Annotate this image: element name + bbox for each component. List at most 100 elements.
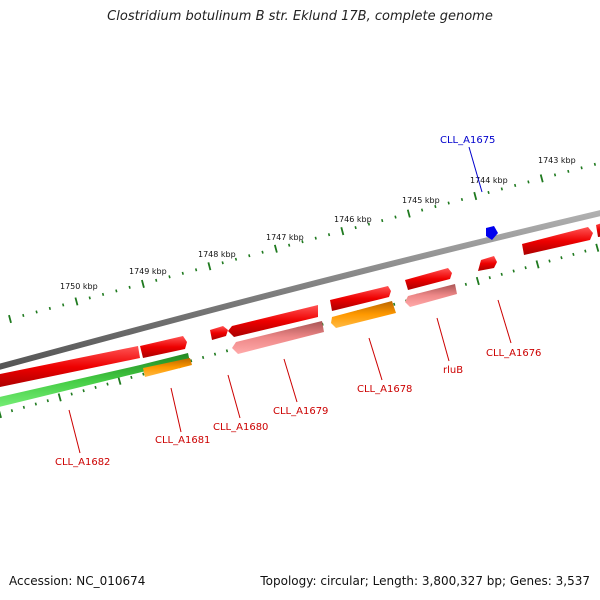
scale-label: 1746 kbp — [334, 215, 372, 224]
scale-tick — [475, 276, 480, 286]
scale-tick — [288, 243, 291, 247]
scale-label: 1744 kbp — [470, 176, 508, 185]
gene-cll-a1675[interactable] — [486, 226, 498, 240]
scale-tick — [82, 389, 85, 393]
gene-cll-a1681[interactable] — [143, 358, 192, 377]
scale-tick — [593, 162, 597, 166]
gene-cll-a1680[interactable] — [210, 326, 228, 340]
gene-cll-a1682-green[interactable] — [0, 353, 190, 408]
scale-tick — [168, 275, 171, 279]
gene-cll-a1676[interactable] — [478, 256, 497, 271]
scale-tick — [117, 376, 122, 385]
gene-cll-a1680-rev[interactable] — [232, 321, 324, 354]
gene-label-cll-a1681[interactable]: CLL_A1681 — [155, 435, 210, 446]
scale-tick — [434, 204, 437, 209]
scale-tick — [464, 282, 468, 286]
scale-ticks-outer — [8, 162, 597, 324]
leader-cll-a1679 — [283, 358, 298, 403]
scale-tick — [213, 352, 217, 356]
scale-tick — [539, 174, 544, 183]
scale-tick — [130, 375, 133, 379]
scale-tick — [447, 201, 450, 205]
label-leader-lines — [68, 146, 512, 454]
genome-backbone — [0, 210, 600, 370]
gene-rlub-rev[interactable] — [405, 284, 457, 307]
scale-tick — [514, 183, 517, 187]
scale-tick — [128, 285, 131, 289]
gene-cll-a1678-rev[interactable] — [331, 301, 396, 328]
scale-tick — [189, 359, 193, 363]
scale-label: 1745 kbp — [402, 196, 440, 205]
scale-tick — [487, 190, 490, 195]
scale-tick — [535, 260, 540, 269]
scale-tick — [327, 233, 331, 237]
gene-label-cll-a1678[interactable]: CLL_A1678 — [357, 384, 412, 395]
scale-tick — [34, 402, 37, 406]
scale-tick — [301, 240, 304, 244]
scale-tick — [524, 266, 527, 270]
gene-label-cll-a1675[interactable]: CLL_A1675 — [440, 135, 495, 146]
scale-tick — [354, 226, 357, 230]
scale-tick — [512, 269, 515, 273]
scale-tick — [142, 372, 145, 376]
scale-tick — [221, 261, 224, 265]
scale-tick — [207, 262, 212, 271]
scale-label: 1743 kbp — [538, 156, 576, 165]
scale-tick — [10, 409, 14, 413]
scale-tick — [381, 219, 384, 223]
scale-tick — [420, 208, 424, 212]
scale-tick — [35, 310, 38, 314]
gene-cll-a1682[interactable] — [0, 346, 140, 388]
gene-label-cll-a1682[interactable]: CLL_A1682 — [55, 457, 110, 468]
scale-tick — [22, 405, 26, 409]
scale-tick — [580, 166, 583, 170]
gene-labels: CLL_A1675 CLL_A1676 rluB CLL_A1678 CLL_A… — [55, 135, 541, 468]
scale-tick — [500, 187, 503, 191]
scale-tick — [567, 169, 570, 173]
gene-cll-a1678[interactable] — [330, 286, 391, 311]
scale-tick — [406, 209, 411, 218]
scale-tick — [584, 249, 587, 253]
scale-tick — [70, 392, 73, 396]
scale-tick — [500, 272, 503, 276]
scale-tick — [48, 306, 52, 311]
scale-tick — [74, 297, 79, 306]
scale-label: 1747 kbp — [266, 233, 304, 242]
scale-tick — [201, 355, 205, 360]
gene-label-cll-a1679[interactable]: CLL_A1679 — [273, 406, 328, 417]
gene-cll-a1679[interactable] — [228, 305, 318, 337]
gene-rlub[interactable] — [405, 268, 452, 290]
gene-edge[interactable] — [596, 222, 600, 237]
leader-cll-a1682 — [68, 409, 81, 454]
scale-tick — [8, 314, 12, 324]
scale-tick — [0, 410, 2, 419]
scale-tick — [22, 313, 25, 318]
scale-tick — [46, 399, 49, 403]
gene-forward-arrow[interactable] — [140, 336, 187, 358]
scale-tick — [155, 278, 158, 282]
gene-label-cll-a1680[interactable]: CLL_A1680 — [213, 422, 268, 433]
scale-tick — [527, 180, 530, 184]
scale-label: 1750 kbp — [60, 282, 98, 291]
scale-tick — [62, 303, 65, 307]
gene-cll-a1675-neighbor[interactable] — [522, 227, 593, 255]
gene-label-cll-a1676[interactable]: CLL_A1676 — [486, 348, 541, 359]
genes-reverse — [0, 284, 457, 408]
scale-tick — [101, 292, 105, 296]
scale-tick — [595, 243, 600, 252]
scale-tick — [314, 236, 317, 240]
scale-tick — [261, 250, 264, 254]
genes-forward — [0, 222, 600, 388]
scale-tick — [460, 197, 464, 202]
scale-tick — [394, 215, 397, 219]
gene-label-rlub[interactable]: rluB — [443, 365, 463, 376]
leader-cll-a1681 — [170, 387, 182, 433]
scale-tick — [393, 302, 396, 306]
scale-tick — [194, 268, 198, 272]
scale-labels: 1743 kbp 1744 kbp 1745 kbp 1746 kbp 1747… — [60, 156, 576, 291]
leader-rlub — [436, 317, 450, 362]
scale-tick — [560, 256, 563, 260]
scale-tick — [115, 289, 118, 293]
leader-cll-a1678 — [368, 337, 383, 381]
topology-summary: Topology: circular; Length: 3,800,327 bp… — [260, 574, 590, 588]
